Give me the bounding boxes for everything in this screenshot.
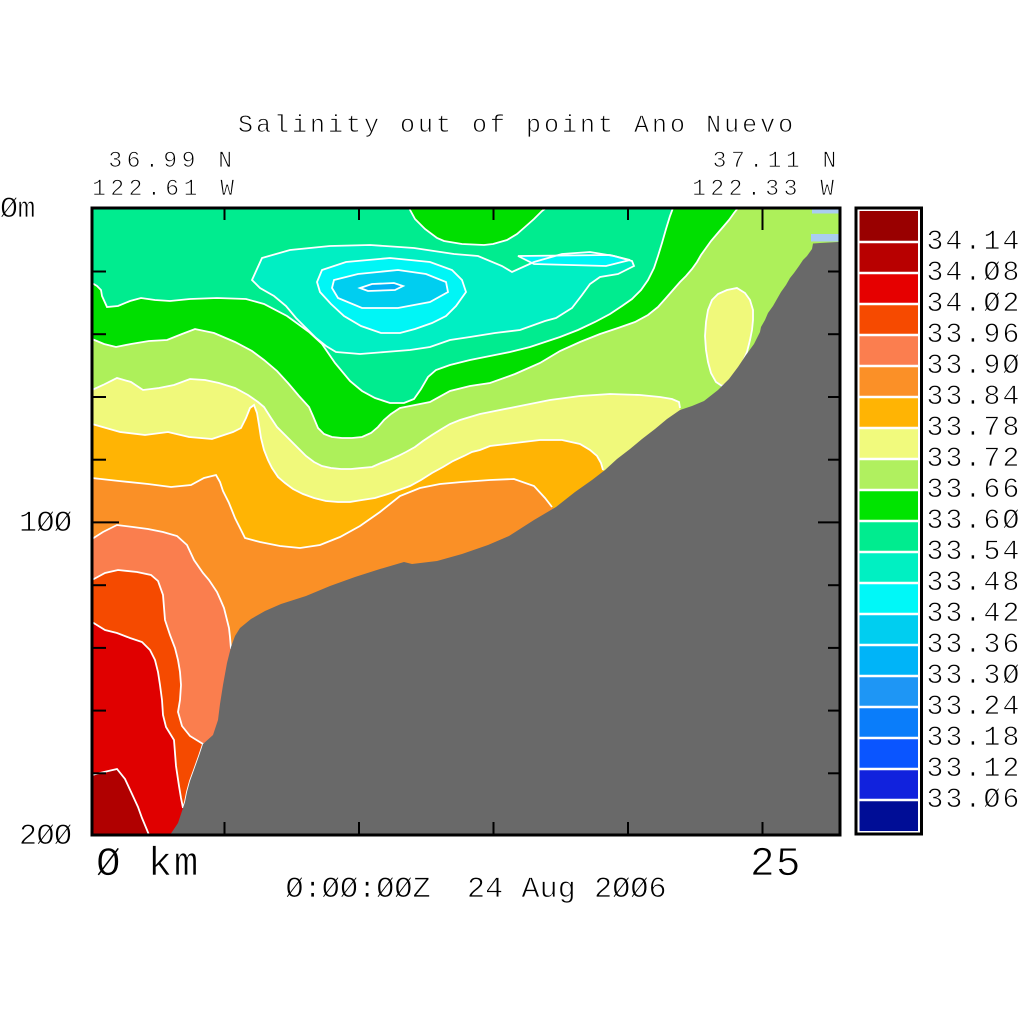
svg-text:37.11 N: 37.11 N <box>713 148 841 174</box>
svg-text:33.Ø6: 33.Ø6 <box>927 785 1022 816</box>
svg-text:36.99 N: 36.99 N <box>108 148 236 174</box>
svg-text:33.54: 33.54 <box>927 537 1022 568</box>
svg-text:34.Ø2: 34.Ø2 <box>927 289 1022 320</box>
svg-text:33.96: 33.96 <box>927 320 1022 351</box>
svg-text:122.61 W: 122.61 W <box>92 176 238 202</box>
svg-text:1ØØ: 1ØØ <box>19 507 72 541</box>
svg-text:Øm: Øm <box>0 193 35 227</box>
svg-text:33.42: 33.42 <box>927 599 1022 630</box>
svg-text:33.36: 33.36 <box>927 630 1022 661</box>
svg-text:25: 25 <box>750 842 802 888</box>
svg-text:33.9Ø: 33.9Ø <box>927 351 1022 382</box>
svg-text:Ø:ØØ:ØØZ 24 Aug 2ØØ6: Ø:ØØ:ØØZ 24 Aug 2ØØ6 <box>286 873 667 907</box>
svg-text:33.12: 33.12 <box>927 754 1022 785</box>
svg-text:33.84: 33.84 <box>927 382 1022 413</box>
svg-text:33.78: 33.78 <box>927 413 1022 444</box>
svg-text:33.6Ø: 33.6Ø <box>927 506 1022 537</box>
svg-text:Salinity out of point Ano Nuev: Salinity out of point Ano Nuevo <box>238 111 796 140</box>
svg-text:34.14: 34.14 <box>927 227 1022 258</box>
svg-text:33.3Ø: 33.3Ø <box>927 661 1022 692</box>
svg-text:34.Ø8: 34.Ø8 <box>927 258 1022 289</box>
svg-text:2ØØ: 2ØØ <box>19 820 72 854</box>
svg-text:33.24: 33.24 <box>927 692 1022 723</box>
svg-text:Ø km: Ø km <box>96 842 200 888</box>
svg-text:33.66: 33.66 <box>927 475 1022 506</box>
svg-text:33.72: 33.72 <box>927 444 1022 475</box>
svg-text:33.18: 33.18 <box>927 723 1022 754</box>
svg-text:122.33 W: 122.33 W <box>692 176 838 202</box>
svg-text:33.48: 33.48 <box>927 568 1022 599</box>
